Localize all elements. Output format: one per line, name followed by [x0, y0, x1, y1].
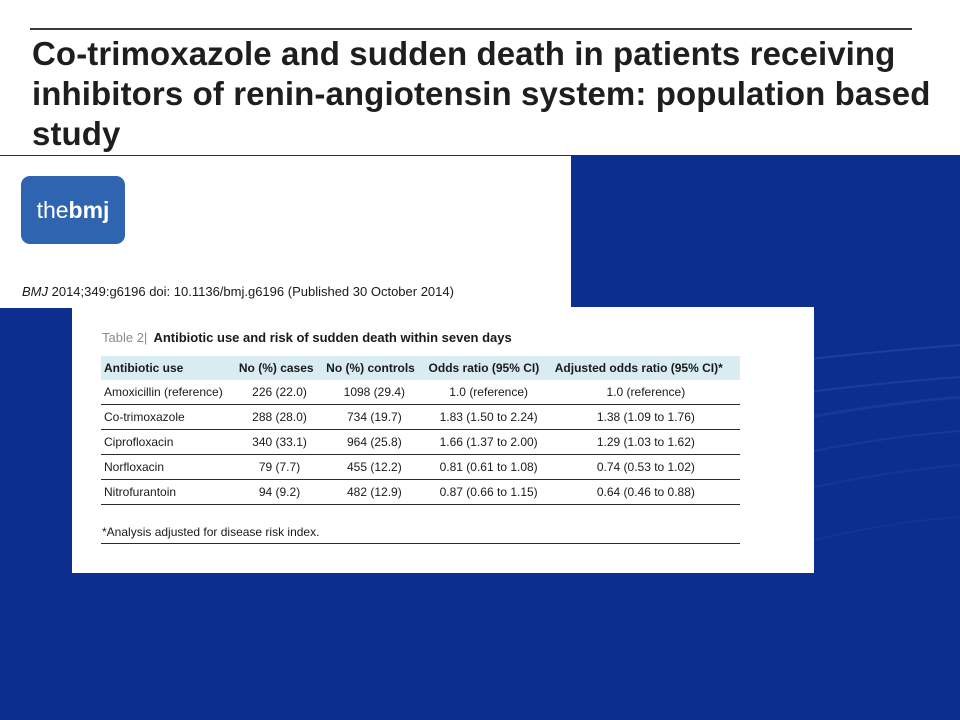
slide-title: Co-trimoxazole and sudden death in patie…: [32, 35, 931, 152]
citation-journal: BMJ: [22, 284, 48, 299]
cell-odds-ratio: 1.0 (reference): [425, 380, 552, 405]
cell-odds-ratio: 0.81 (0.61 to 1.08): [425, 454, 552, 480]
title-top-rule: [30, 28, 912, 30]
cell-adjusted-odds-ratio: 1.38 (1.09 to 1.76): [551, 404, 740, 430]
table-separator: |: [143, 330, 148, 345]
table-row: Ciprofloxacin 340 (33.1) 964 (25.8) 1.66…: [101, 429, 740, 455]
table-footnote: *Analysis adjusted for disease risk inde…: [102, 525, 320, 539]
article-citation: BMJ 2014;349:g6196 doi: 10.1136/bmj.g619…: [22, 284, 454, 299]
cell-controls: 1098 (29.4): [323, 380, 426, 405]
cell-antibiotic: Amoxicillin (reference): [101, 380, 236, 405]
cell-cases: 79 (7.7): [235, 454, 324, 480]
title-divider: [0, 155, 960, 156]
bmj-header-panel: the bmj BMJ 2014;349:g6196 doi: 10.1136/b…: [0, 156, 571, 308]
cell-adjusted-odds-ratio: 1.29 (1.03 to 1.62): [551, 429, 740, 455]
cell-antibiotic: Co-trimoxazole: [101, 404, 236, 430]
col-cases: No (%) cases: [238, 361, 314, 375]
table-title: Antibiotic use and risk of sudden death …: [153, 330, 512, 345]
cell-controls: 482 (12.9): [323, 479, 426, 505]
table-header-row: Antibiotic use No (%) cases No (%) contr…: [101, 356, 740, 380]
cell-adjusted-odds-ratio: 0.74 (0.53 to 1.02): [551, 454, 740, 480]
cell-controls: 964 (25.8): [323, 429, 426, 455]
cell-cases: 340 (33.1): [235, 429, 324, 455]
table-row: Nitrofurantoin 94 (9.2) 482 (12.9) 0.87 …: [101, 479, 740, 505]
logo-the: the: [36, 196, 69, 223]
footnote-rule: [101, 543, 740, 544]
cell-adjusted-odds-ratio: 0.64 (0.46 to 0.88): [551, 479, 740, 505]
cell-controls: 455 (12.2): [323, 454, 426, 480]
table-row: Co-trimoxazole 288 (28.0) 734 (19.7) 1.8…: [101, 404, 740, 430]
table-row: Norfloxacin 79 (7.7) 455 (12.2) 0.81 (0.…: [101, 454, 740, 480]
results-table: Antibiotic use No (%) cases No (%) contr…: [101, 356, 740, 505]
cell-antibiotic: Nitrofurantoin: [101, 479, 236, 505]
table-number: Table 2: [102, 330, 144, 345]
bmj-logo: the bmj: [21, 176, 125, 244]
cell-cases: 226 (22.0): [235, 380, 324, 405]
cell-antibiotic: Norfloxacin: [101, 454, 236, 480]
col-odds-ratio: Odds ratio (95% CI): [428, 361, 540, 375]
cell-cases: 288 (28.0): [235, 404, 324, 430]
cell-cases: 94 (9.2): [235, 479, 324, 505]
citation-details: 2014;349:g6196 doi: 10.1136/bmj.g6196 (P…: [48, 284, 454, 299]
logo-bmj: bmj: [68, 196, 110, 223]
cell-odds-ratio: 1.66 (1.37 to 2.00): [425, 429, 552, 455]
col-adjusted-odds-ratio: Adjusted odds ratio (95% CI)*: [554, 361, 723, 375]
cell-controls: 734 (19.7): [323, 404, 426, 430]
cell-odds-ratio: 1.83 (1.50 to 2.24): [425, 404, 552, 430]
col-controls: No (%) controls: [326, 361, 415, 375]
col-antibiotic-use: Antibiotic use: [104, 361, 184, 375]
cell-odds-ratio: 0.87 (0.66 to 1.15): [425, 479, 552, 505]
table-caption: Table 2| Antibiotic use and risk of sudd…: [102, 330, 512, 345]
table-row: Amoxicillin (reference) 226 (22.0) 1098 …: [101, 380, 740, 405]
cell-antibiotic: Ciprofloxacin: [101, 429, 236, 455]
cell-adjusted-odds-ratio: 1.0 (reference): [551, 380, 740, 405]
table-panel: Table 2| Antibiotic use and risk of sudd…: [72, 307, 814, 573]
